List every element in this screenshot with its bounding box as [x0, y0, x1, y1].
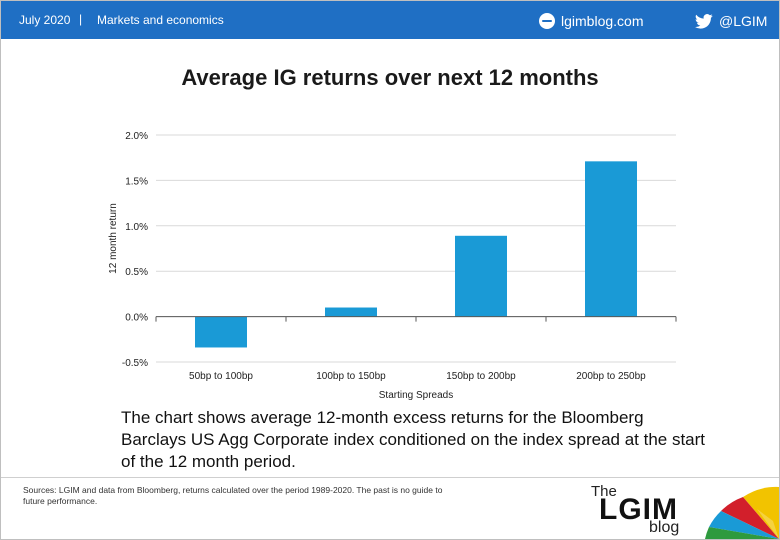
sources-note: Sources: LGIM and data from Bloomberg, r… [23, 485, 443, 506]
header-separator: | [79, 12, 83, 26]
bar [195, 316, 247, 348]
header-section-link[interactable]: Markets and economics [97, 13, 224, 27]
y-tick-label: 0.0% [125, 313, 148, 324]
x-tick-label: 150bp to 200bp [446, 371, 516, 382]
lgim-blog-logo: The LGIM blog [589, 481, 779, 539]
bar-chart: -0.5% 0.0% 0.5% 1.0% 1.5% 2.0% 50bp to 100bp 10… [108, 131, 677, 401]
bar [325, 307, 377, 317]
y-tick-label: 2.0% [125, 131, 148, 142]
x-axis-label: Starting Spreads [379, 390, 454, 401]
handle-label: @LGIM [719, 13, 768, 29]
x-tick-label: 100bp to 150bp [316, 371, 386, 382]
y-tick-label: -0.5% [122, 358, 148, 369]
site-label: lgimblog.com [561, 13, 644, 29]
umbrella-icon [705, 486, 779, 539]
twitter-bird-icon [695, 13, 713, 29]
site-link[interactable]: lgimblog.com [539, 11, 643, 31]
twitter-link[interactable]: @LGIM [695, 11, 767, 31]
footer-divider [1, 477, 779, 478]
chart-title: Average IG returns over next 12 months [181, 65, 599, 90]
bar [585, 161, 637, 317]
x-tick-label: 50bp to 100bp [189, 371, 253, 382]
y-axis-label: 12 month return [108, 203, 119, 274]
header-bar: July 2020 | Markets and economics lgimbl… [1, 1, 779, 39]
logo-lgim: LGIM [599, 493, 678, 526]
chart-caption: The chart shows average 12-month excess … [121, 408, 706, 471]
globe-icon [539, 13, 555, 29]
header-date: July 2020 [19, 13, 71, 27]
x-tick-label: 200bp to 250bp [576, 371, 646, 382]
logo-blog: blog [649, 519, 680, 536]
y-tick-label: 1.5% [125, 176, 148, 187]
y-tick-label: 0.5% [125, 267, 148, 278]
bar [455, 235, 507, 317]
y-tick-label: 1.0% [125, 222, 148, 233]
logo-the: The [591, 483, 617, 500]
